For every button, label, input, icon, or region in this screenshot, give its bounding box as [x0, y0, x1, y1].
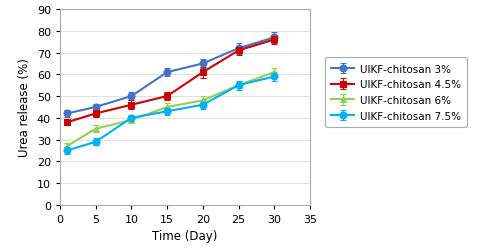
X-axis label: Time (Day): Time (Day)	[152, 230, 218, 242]
Y-axis label: Urea release (%): Urea release (%)	[18, 58, 32, 157]
Legend: UIKF-chitosan 3%, UIKF-chitosan 4.5%, UIKF-chitosan 6%, UIKF-chitosan 7.5%: UIKF-chitosan 3%, UIKF-chitosan 4.5%, UI…	[325, 58, 467, 128]
